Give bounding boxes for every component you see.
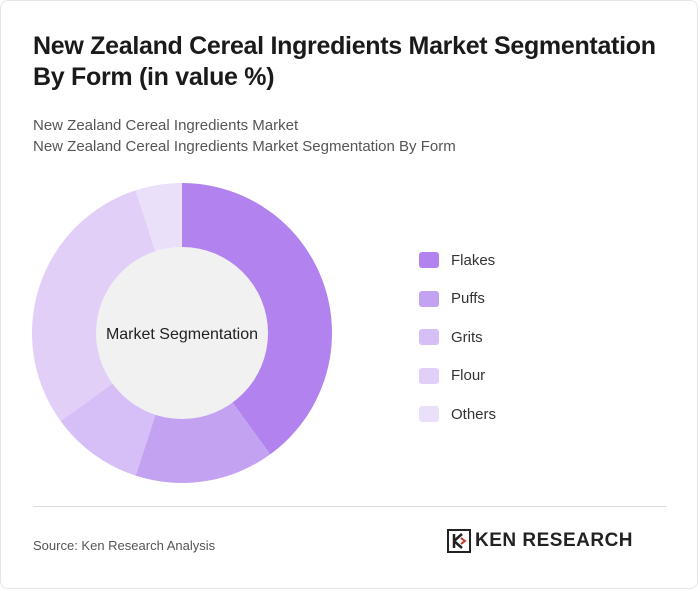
- legend: Flakes Puffs Grits Flour Others: [419, 241, 496, 434]
- legend-label: Flakes: [451, 251, 496, 269]
- subtitle-line-2: New Zealand Cereal Ingredients Market Se…: [33, 138, 456, 155]
- donut-chart: Market Segmentation: [32, 183, 332, 483]
- legend-label: Flour: [451, 367, 486, 385]
- legend-item-flakes: Flakes: [419, 241, 496, 280]
- legend-label: Others: [451, 405, 497, 423]
- legend-swatch: [419, 329, 439, 346]
- legend-item-flour: Flour: [419, 357, 496, 396]
- brand-logo: KEN RESEARCH: [447, 529, 633, 553]
- subtitle-line-1: New Zealand Cereal Ingredients Market: [33, 117, 299, 134]
- ken-logo-icon: [447, 529, 471, 553]
- donut-center: [96, 247, 268, 419]
- source-note: Source: Ken Research Analysis: [33, 538, 216, 553]
- legend-item-grits: Grits: [419, 318, 496, 357]
- legend-item-puffs: Puffs: [419, 280, 496, 319]
- legend-label: Puffs: [451, 290, 485, 308]
- divider: [33, 506, 667, 507]
- legend-swatch: [419, 367, 439, 384]
- legend-swatch: [419, 290, 439, 307]
- chart-subtitle: New Zealand Cereal Ingredients Market Ne…: [33, 115, 456, 157]
- center-label: Market Segmentation: [106, 326, 258, 343]
- brand-name: KEN RESEARCH: [475, 530, 634, 551]
- legend-swatch: [419, 252, 439, 269]
- legend-label: Grits: [451, 328, 483, 346]
- chart-title: New Zealand Cereal Ingredients Market Se…: [33, 32, 656, 91]
- legend-item-others: Others: [419, 395, 496, 434]
- legend-swatch: [419, 406, 439, 423]
